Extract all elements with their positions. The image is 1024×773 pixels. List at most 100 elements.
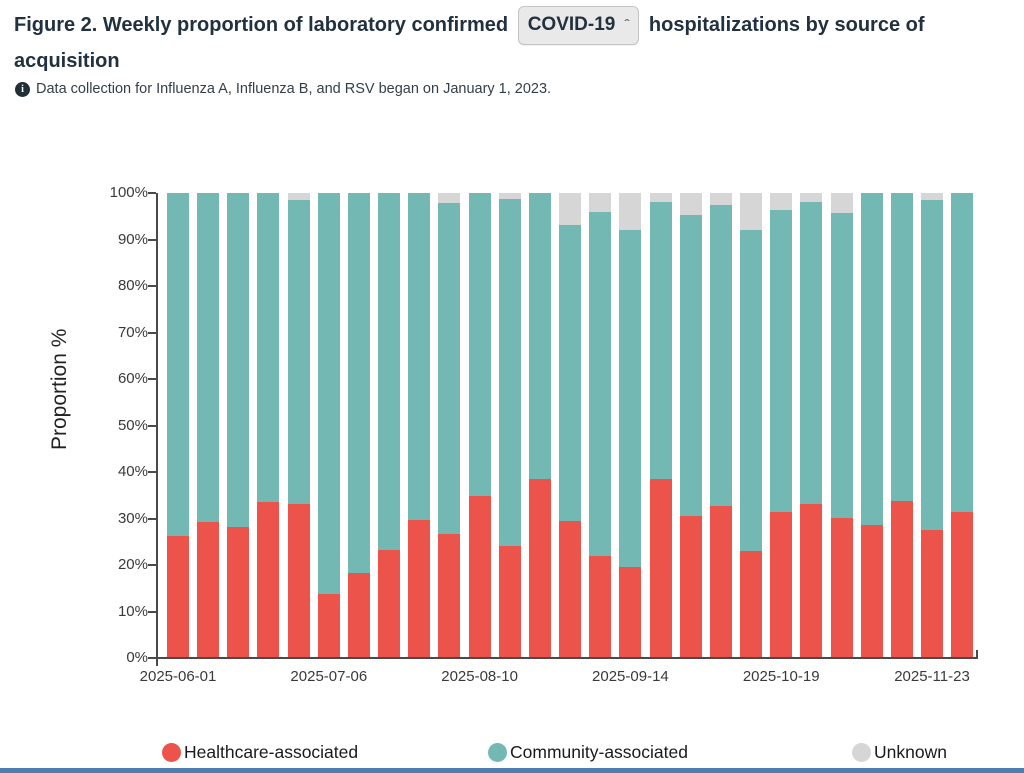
bar-segment-healthcare-associated bbox=[679, 516, 702, 657]
plot-area: 0% 10% 20% 30% 40% 50% 60% 70% 80% 90% 100% 2025-06… bbox=[110, 185, 978, 685]
bar-segment-healthcare-associated bbox=[921, 530, 943, 657]
bar-2025-06-22[interactable] bbox=[257, 193, 280, 657]
legend-dot-icon bbox=[488, 743, 507, 762]
bar-2025-09-14[interactable] bbox=[619, 193, 642, 657]
bar-2025-07-06[interactable] bbox=[317, 193, 340, 657]
bar-segment-healthcare-associated bbox=[860, 524, 883, 657]
bar-segment-community-associated bbox=[528, 193, 551, 480]
bar-segment-community-associated bbox=[951, 193, 974, 513]
bar-2025-11-30[interactable] bbox=[951, 193, 974, 657]
bar-2025-08-17[interactable] bbox=[498, 193, 521, 657]
bar-segment-community-associated bbox=[287, 199, 310, 504]
y-axis-tick-label: 80% bbox=[117, 277, 148, 294]
bar-segment-community-associated bbox=[589, 211, 612, 557]
bar-segment-healthcare-associated bbox=[197, 522, 220, 657]
bar-2025-06-15[interactable] bbox=[227, 193, 250, 657]
y-axis-tick bbox=[148, 424, 156, 427]
bar-segment-community-associated bbox=[709, 204, 732, 506]
y-axis-tick bbox=[148, 471, 156, 473]
bar-2025-06-01[interactable] bbox=[167, 193, 189, 657]
chevron-down-icon: ˆ bbox=[624, 17, 631, 31]
bar-2025-07-13[interactable] bbox=[347, 193, 370, 657]
bar-segment-community-associated bbox=[438, 203, 461, 535]
legend-item-community-associated[interactable]: Community-associated bbox=[488, 742, 688, 763]
bar-segment-healthcare-associated bbox=[498, 545, 521, 657]
bar-segment-unknown bbox=[649, 193, 672, 203]
y-axis-tick-label: 70% bbox=[117, 323, 148, 341]
y-axis-tick-label: 90% bbox=[117, 230, 148, 248]
y-axis-tick-label: 30% bbox=[117, 509, 148, 527]
legend-item-unknown[interactable]: Unknown bbox=[852, 742, 947, 763]
bar-segment-community-associated bbox=[800, 202, 823, 504]
bar-segment-unknown bbox=[438, 193, 461, 204]
bar-segment-community-associated bbox=[257, 193, 280, 502]
bar-segment-community-associated bbox=[921, 199, 943, 531]
bar-segment-community-associated bbox=[197, 193, 220, 523]
bar-2025-09-28[interactable] bbox=[679, 193, 702, 657]
bar-2025-07-20[interactable] bbox=[378, 193, 401, 657]
bar-segment-healthcare-associated bbox=[800, 503, 823, 657]
x-axis-tick-label: 2025-11-23 bbox=[894, 668, 970, 685]
bar-segment-healthcare-associated bbox=[709, 505, 732, 657]
bar-segment-healthcare-associated bbox=[468, 496, 491, 657]
bar-2025-07-27[interactable] bbox=[408, 193, 431, 657]
y-axis-tick-label: 100% bbox=[109, 184, 148, 201]
bar-2025-10-05[interactable] bbox=[709, 193, 732, 657]
bar-2025-09-21[interactable] bbox=[649, 193, 672, 657]
bar-segment-healthcare-associated bbox=[378, 550, 401, 657]
bar-segment-healthcare-associated bbox=[287, 503, 310, 657]
bar-segment-unknown bbox=[830, 193, 853, 213]
info-icon: i bbox=[15, 81, 30, 97]
bar-segment-community-associated bbox=[679, 214, 702, 517]
bar-segment-unknown bbox=[740, 193, 763, 231]
data-collection-note-text: Data collection for Influenza A, Influen… bbox=[36, 81, 552, 97]
bar-2025-08-31[interactable] bbox=[559, 193, 582, 657]
bar-segment-unknown bbox=[619, 193, 642, 230]
bar-segment-healthcare-associated bbox=[257, 501, 280, 657]
bar-segment-community-associated bbox=[317, 193, 340, 595]
x-axis-tick-label: 2025-06-01 bbox=[139, 668, 217, 685]
bar-2025-08-03[interactable] bbox=[438, 193, 461, 657]
bar-2025-11-09[interactable] bbox=[860, 193, 883, 657]
bar-2025-10-12[interactable] bbox=[740, 193, 763, 657]
pathogen-dropdown-value: COVID-19 bbox=[527, 14, 616, 35]
x-axis-tick-label: 2025-08-10 bbox=[441, 668, 518, 685]
bar-segment-community-associated bbox=[167, 193, 189, 537]
bar-2025-08-24[interactable] bbox=[528, 193, 551, 657]
bar-segment-healthcare-associated bbox=[408, 520, 431, 657]
bar-segment-community-associated bbox=[498, 198, 521, 546]
chart-legend: Healthcare-associated Community-associate… bbox=[0, 742, 1024, 768]
bar-2025-10-26[interactable] bbox=[800, 193, 823, 657]
bar-segment-unknown bbox=[559, 193, 582, 226]
y-axis-tick-label: 40% bbox=[117, 463, 148, 480]
bar-segment-community-associated bbox=[559, 225, 582, 521]
bar-2025-11-23[interactable] bbox=[921, 193, 943, 657]
bar-segment-community-associated bbox=[619, 229, 642, 567]
bar-segment-healthcare-associated bbox=[167, 536, 189, 657]
bar-segment-community-associated bbox=[770, 210, 793, 513]
bar-segment-healthcare-associated bbox=[559, 520, 582, 657]
bar-segment-healthcare-associated bbox=[649, 478, 672, 657]
bar-2025-06-08[interactable] bbox=[197, 193, 220, 657]
pathogen-dropdown[interactable]: COVID-19 ˆ bbox=[517, 6, 640, 45]
bar-segment-unknown bbox=[709, 193, 732, 205]
legend-label: Healthcare-associated bbox=[184, 742, 359, 762]
bar-segment-healthcare-associated bbox=[830, 517, 853, 657]
bar-segment-community-associated bbox=[890, 193, 913, 502]
bar-2025-09-07[interactable] bbox=[589, 193, 612, 657]
bar-2025-11-16[interactable] bbox=[890, 193, 913, 657]
bar-segment-community-associated bbox=[378, 193, 401, 551]
bar-segment-unknown bbox=[589, 193, 612, 212]
bar-2025-11-02[interactable] bbox=[830, 193, 853, 657]
bar-segment-healthcare-associated bbox=[619, 566, 642, 657]
bar-2025-06-29[interactable] bbox=[287, 193, 310, 657]
bar-segment-healthcare-associated bbox=[438, 534, 461, 657]
bar-segment-community-associated bbox=[830, 212, 853, 518]
legend-item-healthcare-associated[interactable]: Healthcare-associated bbox=[162, 742, 358, 763]
bar-2025-10-19[interactable] bbox=[770, 193, 793, 657]
figure-title-suffix: hospitalizations by source of acquisitio… bbox=[14, 14, 925, 73]
bar-segment-unknown bbox=[921, 193, 943, 200]
bar-segment-healthcare-associated bbox=[227, 527, 250, 657]
bar-2025-08-10[interactable] bbox=[468, 193, 491, 657]
bar-segment-unknown bbox=[800, 193, 823, 203]
